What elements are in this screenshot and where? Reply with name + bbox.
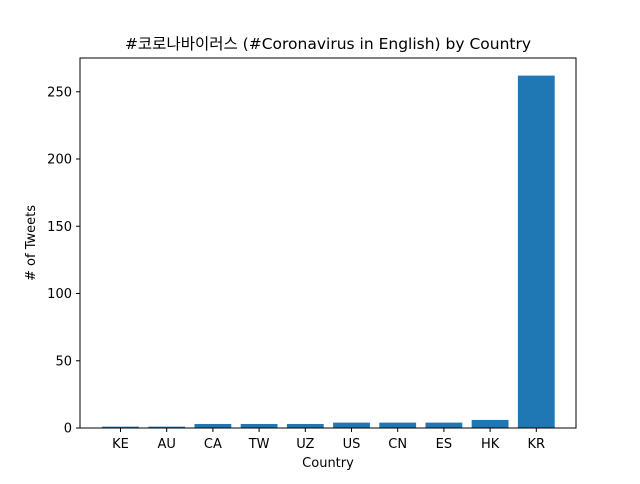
plot-frame [79,57,577,429]
y-tick-label: 150 [47,220,72,235]
bar-tw [240,423,278,428]
bar-us [333,422,370,428]
x-tick-label: CN [388,437,407,452]
y-ticks-group: 0 50 100 150 200 250 [47,85,80,437]
y-tick-label: 250 [47,85,72,100]
y-tick-label: 0 [64,422,72,437]
bar-uz [286,423,324,428]
bar-ca [194,423,232,428]
x-tick-label: CA [204,437,222,452]
y-tick-label: 100 [47,287,72,302]
bars-group [102,75,555,429]
y-axis-label: # of Tweets [24,205,39,281]
x-axis-label: Country [302,456,354,471]
x-tick-label: HK [481,437,500,452]
x-tick-label: US [343,437,361,452]
x-ticks-group: KE AU CA TW UZ US CN ES HK KR [112,428,545,452]
bar-ke [102,426,139,428]
x-tick-label: UZ [296,437,314,452]
x-tick-label: ES [436,437,452,452]
bar-kr [517,75,555,429]
bar-hk [471,419,509,428]
bar-cn [379,422,417,428]
x-tick-label: AU [157,437,175,452]
bar-au [148,426,186,428]
y-tick-label: 200 [47,153,72,168]
x-tick-label: TW [248,437,270,452]
x-tick-label: KR [528,437,546,452]
y-tick-label: 50 [55,354,72,369]
bar-es [425,422,463,428]
chart-title: #코로나바이러스 (#Coronavirus in English) by Co… [125,35,531,53]
x-tick-label: KE [112,437,129,452]
